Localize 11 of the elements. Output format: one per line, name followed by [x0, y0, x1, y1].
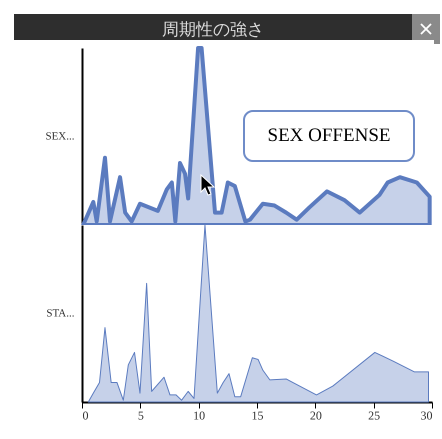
x-tick-label: 5	[138, 408, 144, 422]
x-tick-label: 20	[310, 408, 322, 422]
x-tick-label: 15	[252, 408, 264, 422]
text: SEX...	[45, 130, 75, 142]
x-tick-label: 30	[420, 408, 432, 422]
text: STA...	[46, 308, 75, 320]
annotation: SEX OFFENSE	[243, 110, 415, 162]
x-tick-label: 10	[193, 408, 206, 422]
x-tick-label: 0	[82, 408, 88, 422]
x-tick-label: 25	[368, 408, 380, 422]
chart-title: 周期性の強さ	[161, 19, 265, 41]
